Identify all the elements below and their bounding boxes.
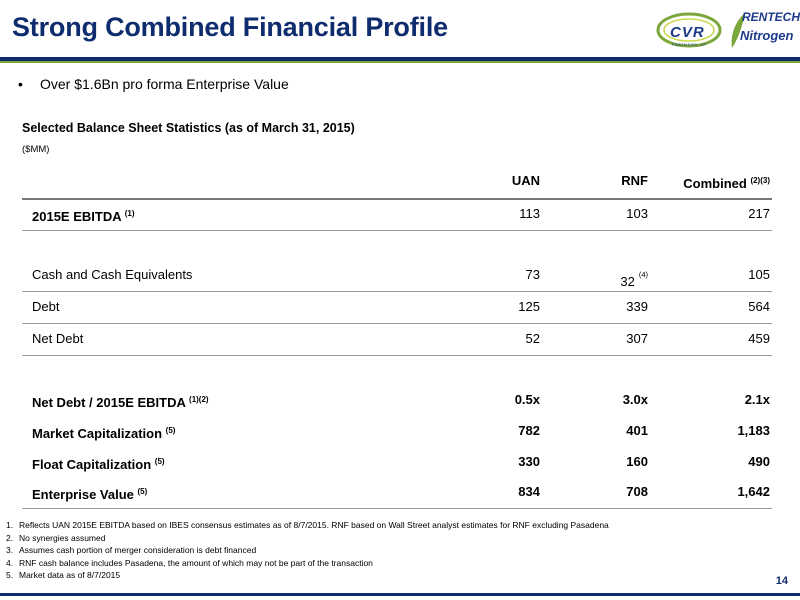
bullet-point: • Over $1.6Bn pro forma Enterprise Value bbox=[18, 76, 289, 92]
header-rule bbox=[0, 57, 800, 61]
rentech-logo-top-text: RENTECH bbox=[742, 10, 800, 24]
row-divider bbox=[22, 230, 772, 231]
footer-rule bbox=[0, 593, 800, 596]
cvr-logo-text: CVR bbox=[670, 24, 705, 41]
cvr-logo: CVR PARTNERS, LP bbox=[656, 10, 722, 50]
row-divider bbox=[22, 355, 772, 356]
row-label: Debt bbox=[32, 299, 60, 314]
row-label: Cash and Cash Equivalents bbox=[32, 267, 193, 282]
bullet-text: Over $1.6Bn pro forma Enterprise Value bbox=[40, 76, 289, 92]
table-title: Selected Balance Sheet Statistics (as of… bbox=[22, 121, 355, 135]
table-row: Debt 125 339 564 bbox=[22, 292, 772, 322]
footnote: 1. Reflects UAN 2015E EBITDA based on IBE… bbox=[6, 520, 609, 530]
cell-rnf: 307 bbox=[626, 331, 648, 346]
cell-uan: 0.5x bbox=[514, 392, 540, 407]
table-row: Market Capitalization (5) 782 401 1,183 bbox=[22, 416, 772, 446]
table-row: Enterprise Value (5) 834 708 1,642 bbox=[22, 477, 772, 507]
column-header-uan: UAN bbox=[511, 173, 540, 188]
cell-combined: 564 bbox=[748, 299, 770, 314]
cell-combined: 217 bbox=[748, 206, 770, 221]
cell-uan: 113 bbox=[519, 206, 540, 221]
table-row: Cash and Cash Equivalents 73 32 (4) 105 bbox=[22, 260, 772, 290]
table-row: 2015E EBITDA (1) 113 103 217 bbox=[22, 199, 772, 229]
footnote: 4. RNF cash balance includes Pasadena, th… bbox=[6, 557, 373, 568]
header-divider bbox=[22, 198, 772, 200]
cell-uan: 834 bbox=[518, 484, 540, 499]
row-divider bbox=[22, 291, 772, 292]
table-row: Net Debt / 2015E EBITDA (1)(2) 0.5x 3.0x… bbox=[22, 385, 772, 415]
row-label: Net Debt bbox=[32, 331, 84, 346]
bullet-marker: • bbox=[18, 76, 23, 92]
cell-rnf: 339 bbox=[626, 299, 648, 314]
table-units: ($MM) bbox=[22, 144, 50, 155]
rentech-logo: RENTECH Nitrogen bbox=[728, 8, 800, 52]
table-header-row: UAN RNF Combined (2)(3) bbox=[22, 166, 772, 196]
rentech-logo-bottom-text: Nitrogen bbox=[740, 28, 794, 43]
footnote: 2. No synergies assumed bbox=[6, 532, 106, 543]
cell-uan: 73 bbox=[525, 267, 540, 282]
table-bottom-divider bbox=[22, 508, 772, 509]
cvr-swoosh-icon bbox=[656, 12, 722, 48]
footnotes: 1. Reflects UAN 2015E EBITDA based on IBE… bbox=[6, 519, 609, 582]
cell-uan: 52 bbox=[525, 331, 540, 346]
row-divider bbox=[22, 323, 772, 324]
cell-uan: 782 bbox=[518, 423, 540, 438]
cell-rnf: 160 bbox=[626, 454, 648, 469]
cell-rnf: 401 bbox=[626, 423, 648, 438]
page-number: 14 bbox=[775, 575, 788, 587]
rentech-leaf-icon bbox=[731, 12, 746, 48]
logos: CVR PARTNERS, LP RENTECH Nitrogen bbox=[656, 6, 800, 54]
cell-rnf: 103 bbox=[626, 206, 648, 221]
cell-uan: 330 bbox=[518, 454, 540, 469]
cell-rnf: 708 bbox=[626, 484, 648, 499]
column-header-combined: Combined (2)(3) bbox=[683, 176, 770, 191]
page-title: Strong Combined Financial Profile bbox=[12, 12, 448, 42]
row-label: Float Capitalization (5) bbox=[32, 457, 165, 472]
row-label: Net Debt / 2015E EBITDA (1)(2) bbox=[32, 395, 209, 410]
row-label: 2015E EBITDA (1) bbox=[32, 209, 135, 224]
cell-combined: 459 bbox=[748, 331, 770, 346]
cell-combined: 105 bbox=[748, 267, 770, 282]
cell-uan: 125 bbox=[518, 299, 540, 314]
table-row: Net Debt 52 307 459 bbox=[22, 324, 772, 354]
column-header-rnf: RNF bbox=[621, 173, 648, 188]
footnote: 3. Assumes cash portion of merger conside… bbox=[6, 545, 257, 556]
cell-combined: 1,183 bbox=[737, 423, 770, 438]
footnote: 5. Market data as of 8/7/2015 bbox=[6, 570, 121, 581]
cvr-logo-subtext: PARTNERS, LP bbox=[672, 42, 707, 47]
table-row: Float Capitalization (5) 330 160 490 bbox=[22, 447, 772, 477]
row-label: Market Capitalization (5) bbox=[32, 426, 176, 441]
cell-rnf: 3.0x bbox=[622, 392, 648, 407]
row-label: Enterprise Value (5) bbox=[32, 487, 148, 502]
header-accent-rule bbox=[0, 61, 800, 63]
cell-rnf: 32 (4) bbox=[620, 270, 648, 289]
cell-combined: 490 bbox=[748, 454, 770, 469]
cell-combined: 2.1x bbox=[744, 392, 770, 407]
cell-combined: 1,642 bbox=[737, 484, 770, 499]
